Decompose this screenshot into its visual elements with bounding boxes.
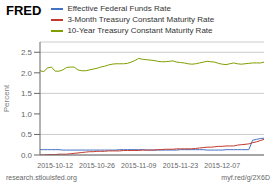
svg-text:Percent: Percent (8, 84, 11, 112)
svg-text:0.0: 0.0 (21, 151, 33, 160)
svg-text:1.5: 1.5 (21, 89, 33, 98)
svg-text:2.0: 2.0 (21, 69, 33, 78)
html-text:myf.red/g/2X6D: myf.red/g/2X6D (221, 173, 270, 181)
svg-text:2015-10-26: 2015-10-26 (79, 162, 115, 169)
html-text:10-Year Treasury Constant Matu: 10-Year Treasury Constant Maturity Rate (67, 26, 213, 35)
svg-text:2015-11-23: 2015-11-23 (163, 162, 198, 169)
svg-text:1.0: 1.0 (21, 110, 33, 119)
svg-text:2015-12-07: 2015-12-07 (204, 162, 240, 169)
html-text:Effective Federal Funds Rate: Effective Federal Funds Rate (67, 4, 171, 13)
html-text:3-Month Treasury Constant Matu: 3-Month Treasury Constant Maturity Rate (67, 15, 215, 24)
svg-text:2.5: 2.5 (21, 48, 33, 57)
svg-text:0.5: 0.5 (21, 130, 33, 139)
svg-text:2015-11-09: 2015-11-09 (121, 162, 156, 169)
html-text:FRED: FRED (6, 3, 42, 18)
svg-text:2015-10-12: 2015-10-12 (37, 162, 73, 169)
html-text:research.stlouisfed.org: research.stlouisfed.org (6, 173, 77, 181)
